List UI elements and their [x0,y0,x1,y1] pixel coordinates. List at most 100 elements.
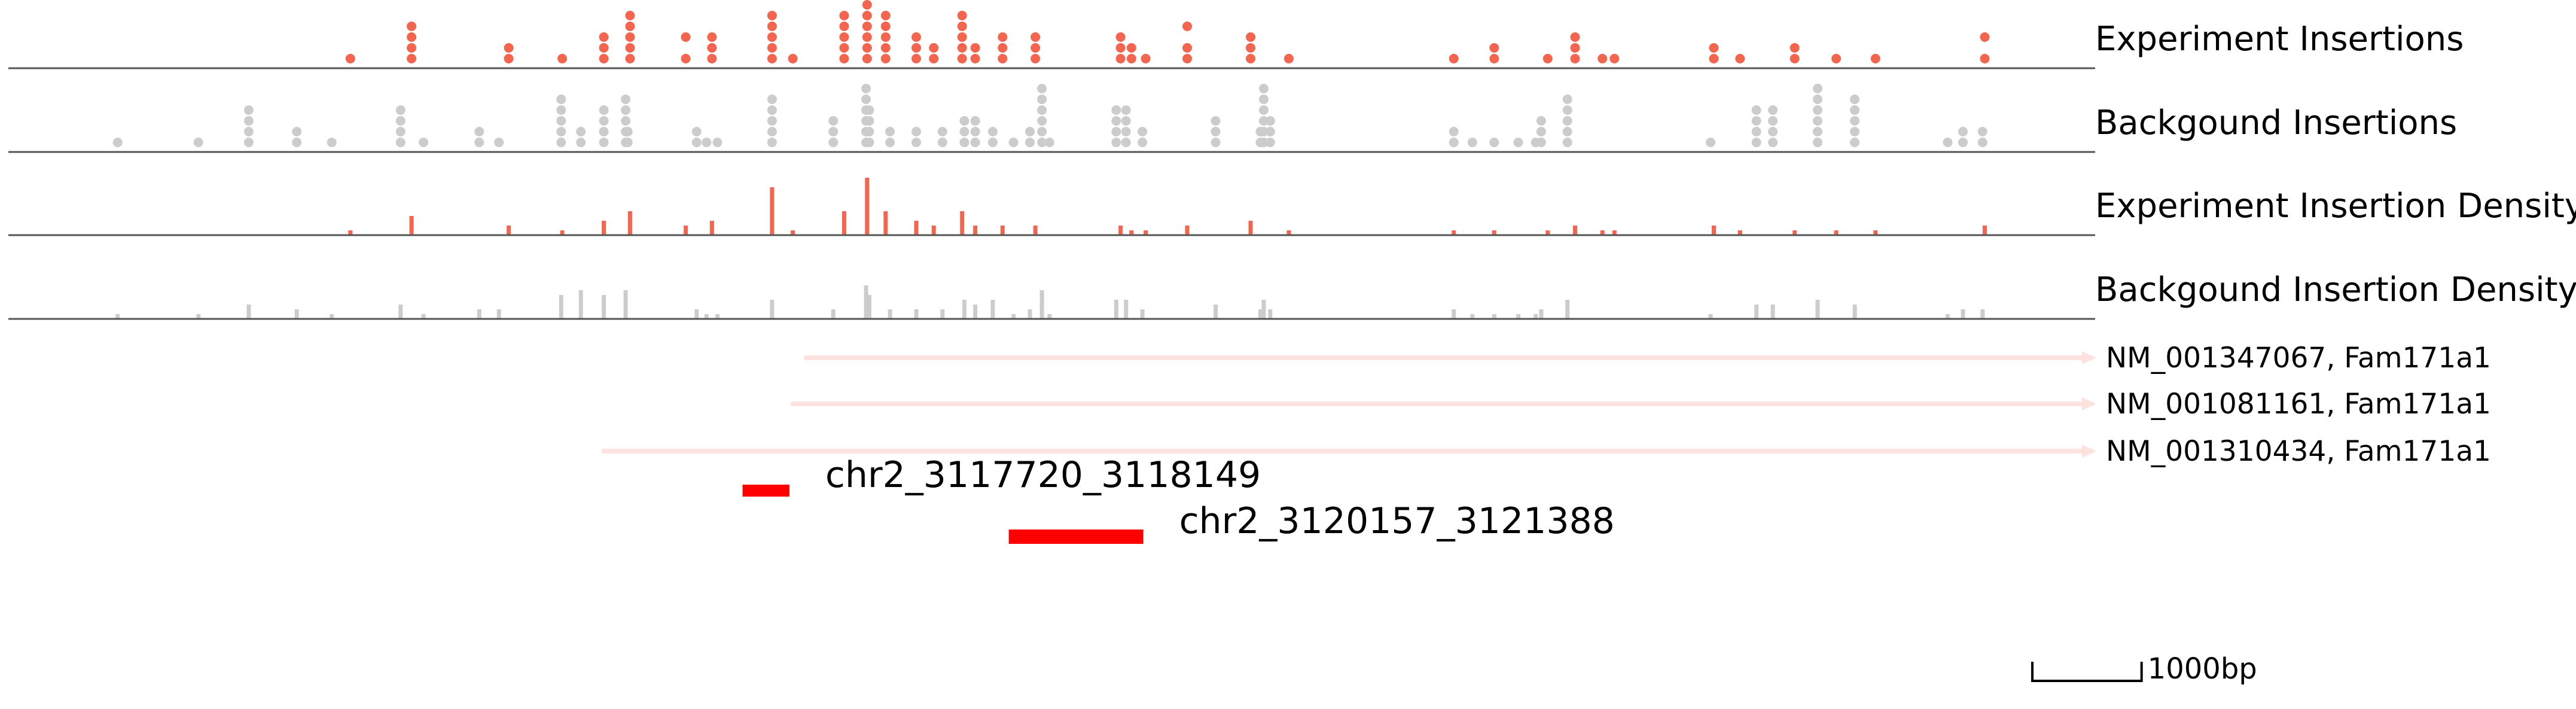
experiment-insertion-point [970,54,980,63]
experiment-insertion-point [1735,54,1745,63]
background-insertion-point [1706,138,1715,147]
background-density-bar [1470,314,1475,319]
background-insertion-point [474,127,484,136]
background-density-bar [867,295,871,319]
experiment-insertion-point [707,43,717,53]
background-insertion-point [1037,127,1047,136]
background-insertion-point [1943,138,1953,147]
track-2: Backgound Insertions [8,84,2457,153]
gene-2: NM_001081161, Fam171a1 [790,388,2491,421]
experiment-insertion-point [599,54,609,63]
background-density-bar [694,309,699,319]
background-insertion-point [1958,127,1968,136]
background-insertion-point [556,105,566,115]
experiment-insertion-point [625,43,635,53]
experiment-insertion-point [911,54,921,63]
experiment-insertion-point [504,54,514,63]
background-insertion-point [1513,138,1523,147]
gene-label: NM_001310434, Fam171a1 [2106,435,2491,468]
background-insertion-point [937,138,947,147]
background-insertion-point [1449,127,1459,136]
background-insertion-point [702,138,712,147]
experiment-insertion-point [862,0,872,10]
experiment-insertion-point [1115,32,1126,42]
gene-label: NM_001081161, Fam171a1 [2106,388,2491,421]
experiment-density-bar [1834,230,1839,235]
background-density-bar [196,314,201,319]
background-insertion-point [1768,116,1778,126]
background-density-bar [940,309,945,319]
experiment-insertion-point [880,11,891,20]
background-insertion-point [395,138,406,147]
experiment-insertion-point [880,32,891,42]
background-insertion-point [1258,105,1269,115]
background-insertion-point [767,105,777,115]
background-insertion-point [1265,127,1275,136]
background-insertion-point [1813,95,1822,104]
experiment-density-bar [1452,230,1456,235]
background-insertion-point [599,116,609,126]
experiment-insertion-point [1182,54,1192,63]
experiment-insertion-point [1126,43,1136,53]
background-insertion-point [1751,116,1761,126]
background-density-bar [962,300,967,319]
experiment-insertion-point [1709,43,1719,53]
experiment-insertion-point [788,54,798,63]
experiment-insertion-point [1609,54,1620,63]
experiment-density-bar [770,187,775,235]
experiment-insertion-point [862,11,872,20]
background-insertion-point [599,105,609,115]
experiment-insertion-point [767,32,777,42]
background-density-bar [1945,314,1950,319]
track-1: Experiment Insertions [8,0,2464,69]
background-insertion-point [1977,138,1987,147]
background-insertion-point [970,138,980,147]
background-density-bar [602,295,606,319]
experiment-density-bar [1873,230,1878,235]
background-insertion-point [911,127,921,136]
background-insertion-point [767,138,777,147]
background-insertion-point [474,138,484,147]
background-density-bar [421,314,426,319]
experiment-density-bar [842,211,846,235]
background-insertion-point [395,116,406,126]
experiment-insertion-point [767,22,777,31]
background-insertion-point [576,138,586,147]
background-insertion-point [243,105,254,115]
background-insertion-point [861,84,871,93]
experiment-insertion-point [839,11,849,20]
background-insertion-point [1265,116,1275,126]
background-insertion-point [1111,105,1121,115]
experiment-insertion-point [767,11,777,20]
experiment-insertion-point [839,54,849,63]
background-insertion-point [1138,127,1148,136]
experiment-insertion-point [1489,54,1499,63]
background-density-bar [1114,300,1118,319]
background-density-bar [1452,309,1456,319]
experiment-density-bar [791,230,795,235]
background-density-bar [1124,300,1129,319]
peak-bar [1008,530,1144,544]
experiment-density-bar [973,226,978,235]
background-density-bar [578,290,583,319]
background-density-bar [1047,314,1052,319]
background-density-bar [1492,314,1496,319]
background-insertion-point [864,105,874,115]
experiment-insertion-point [625,32,635,42]
experiment-density-bar [709,221,714,235]
background-insertion-point [395,127,406,136]
background-insertion-point [1562,95,1572,104]
experiment-density-bar [914,221,919,235]
experiment-insertion-point [957,22,967,31]
background-insertion-point [828,116,839,126]
peak-label: chr2_3120157_3121388 [1179,500,1615,542]
experiment-insertion-point [998,43,1008,53]
experiment-insertion-point [998,32,1008,42]
background-density-bar [715,314,720,319]
background-insertion-point [243,138,254,147]
experiment-insertion-point [1709,54,1719,63]
background-insertion-point [1768,105,1778,115]
experiment-density-bar [627,211,632,235]
track-3: Experiment Insertion Density [8,178,2576,236]
experiment-insertion-point [839,32,849,42]
